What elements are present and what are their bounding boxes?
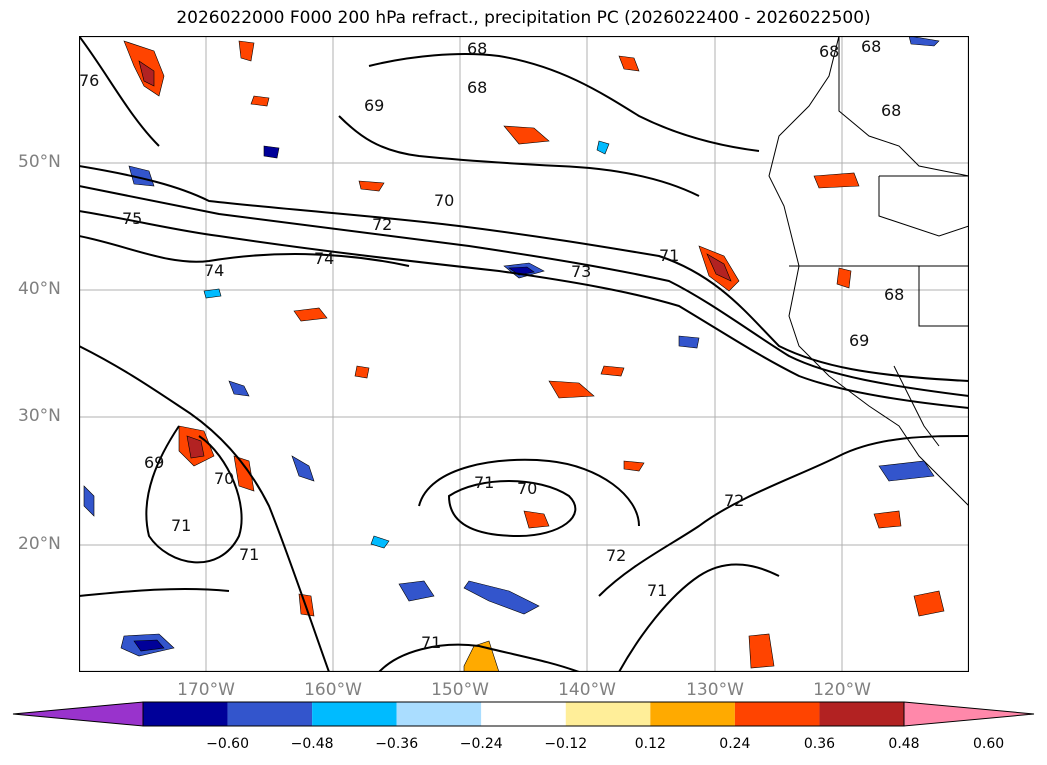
lon-label-160w: 160°W — [304, 680, 362, 700]
colorbar-tick-label: 0.12 — [634, 736, 666, 752]
contour-label: 71 — [647, 581, 667, 600]
lat-label-20n: 20°N — [18, 534, 61, 554]
lon-label-170w: 170°W — [177, 680, 235, 700]
contour-label: 71 — [659, 246, 679, 265]
contour-label: 75 — [122, 209, 142, 228]
colorbar-tick-label: 0.60 — [972, 736, 1005, 752]
contour-label: 68 — [881, 101, 901, 120]
contour-label: 68 — [819, 42, 839, 61]
colorbar-cell — [227, 702, 313, 726]
contour-label: 71 — [421, 633, 441, 652]
lon-label-130w: 130°W — [686, 680, 744, 700]
refractivity-contours — [79, 36, 969, 672]
lon-label-120w: 120°W — [813, 680, 871, 700]
map-title: 2026022000 F000 200 hPa refract., precip… — [176, 8, 871, 28]
colorbar-tick-label: −0.12 — [544, 736, 588, 752]
contour-label: 71 — [239, 545, 259, 564]
contour-label: 70 — [434, 191, 454, 210]
contour-label: 73 — [571, 262, 591, 281]
contour-label: 72 — [606, 546, 626, 565]
colorbar — [12, 701, 1035, 727]
colorbar-cell — [734, 702, 820, 726]
colorbar-cell — [312, 702, 397, 726]
colorbar-tick-label: −0.48 — [290, 736, 334, 752]
contour-label: 71 — [171, 516, 191, 535]
lat-label-30n: 30°N — [18, 406, 61, 426]
colorbar-tick-label: 0.24 — [719, 736, 751, 752]
colorbar-extend-high — [903, 701, 1035, 727]
contour-label: 71 — [474, 473, 494, 492]
contour-label: 68 — [467, 78, 487, 97]
colorbar-tick-label: 0.48 — [888, 736, 920, 752]
colorbar-tick-label: 0.36 — [803, 736, 836, 752]
colorbar-cell — [565, 702, 651, 726]
contour-label: 69 — [364, 96, 384, 115]
precipitation-patches — [83, 36, 945, 672]
grid-lines — [79, 36, 969, 672]
colorbar-extend-low — [12, 701, 144, 727]
contour-label: 70 — [517, 479, 537, 498]
contour-label: 72 — [724, 491, 744, 510]
colorbar-cell — [396, 702, 482, 726]
contour-label: 69 — [849, 331, 869, 350]
contour-label: 74 — [204, 261, 224, 280]
colorbar-tick-label: −0.24 — [459, 736, 503, 752]
colorbar-tick-label: −0.60 — [206, 736, 249, 752]
lat-label-50n: 50°N — [18, 152, 61, 172]
colorbar-cell — [819, 702, 904, 726]
contour-labels: 76 75 74 74 72 70 73 71 68 68 68 69 68 6… — [79, 37, 904, 652]
contour-label: 76 — [79, 71, 99, 90]
contour-label: 68 — [467, 39, 487, 58]
lon-label-140w: 140°W — [558, 680, 616, 700]
map-panel: 76 75 74 74 72 70 73 71 68 68 68 69 68 6… — [79, 36, 969, 672]
colorbar-cell — [481, 702, 566, 726]
coastline — [768, 36, 969, 507]
contour-label: 68 — [884, 285, 904, 304]
colorbar-cell — [143, 702, 228, 726]
contour-label: 72 — [372, 215, 392, 234]
contour-label: 69 — [144, 453, 164, 472]
contour-label: 74 — [314, 249, 334, 268]
colorbar-cell — [650, 702, 735, 726]
lon-label-150w: 150°W — [431, 680, 489, 700]
colorbar-border — [142, 701, 905, 727]
colorbar-tick-label: −0.36 — [375, 736, 419, 752]
lat-label-40n: 40°N — [18, 279, 61, 299]
contour-label: 68 — [861, 37, 881, 56]
contour-label: 70 — [214, 469, 234, 488]
